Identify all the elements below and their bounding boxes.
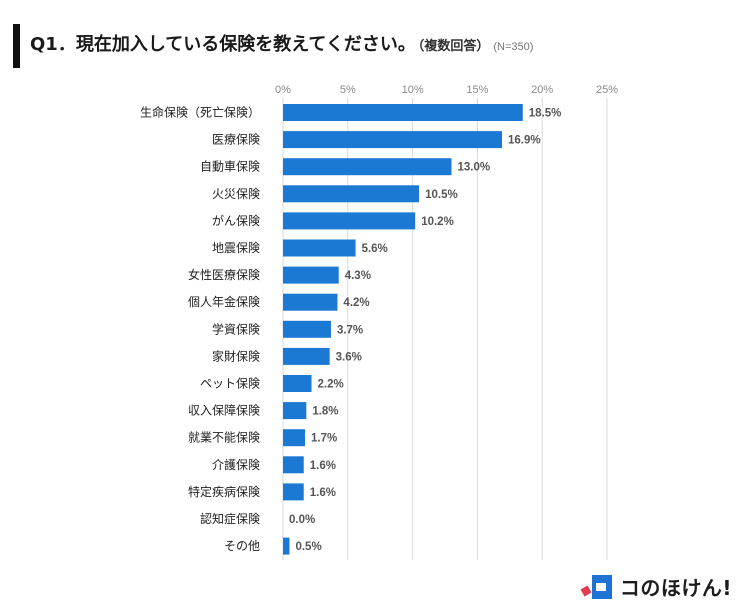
- bar: [283, 266, 339, 284]
- category-label: 家財保険: [212, 348, 260, 363]
- category-label: 個人年金保険: [188, 294, 260, 309]
- category-label: 地震保険: [212, 241, 260, 255]
- category-label: 火災保険: [212, 187, 260, 201]
- chart-title: Q1．現在加入している保険を教えてください。 （複数回答） (N=350): [30, 31, 533, 61]
- data-label: 1.7%: [311, 433, 337, 445]
- data-label: 0.5%: [295, 541, 321, 553]
- x-tick-label: 5%: [340, 84, 356, 96]
- data-label: 1.6%: [310, 460, 336, 472]
- category-label: 認知症保険: [200, 511, 260, 526]
- category-label: 女性医療保険: [188, 267, 260, 282]
- bar: [283, 104, 523, 121]
- data-label: 16.9%: [508, 135, 541, 147]
- category-label: 学資保険: [212, 321, 260, 336]
- bar: [283, 483, 304, 501]
- bar: [283, 537, 290, 555]
- bar: [283, 402, 307, 420]
- brand-name: コのほけん!: [619, 576, 732, 600]
- title-accent-bar: [13, 24, 20, 68]
- bar: [283, 131, 503, 149]
- data-label: 1.6%: [310, 487, 336, 499]
- data-label: 3.6%: [336, 351, 362, 363]
- bar: [283, 239, 356, 257]
- category-label: 収入保障保険: [188, 403, 260, 418]
- data-label: 4.3%: [345, 270, 371, 282]
- data-label: 2.2%: [318, 379, 344, 391]
- category-label: 就業不能保険: [188, 431, 260, 445]
- sample-size: (N=350): [493, 41, 534, 53]
- bar: [283, 456, 304, 474]
- data-label: 5.6%: [362, 243, 388, 255]
- bar: [283, 429, 306, 447]
- category-label: その他: [224, 539, 260, 553]
- x-tick-label: 15%: [466, 84, 488, 96]
- category-label: 特定疾病保険: [188, 484, 260, 499]
- brand-mark-icon: [580, 574, 612, 599]
- bar: [283, 212, 416, 230]
- category-label: 医療保険: [212, 133, 260, 147]
- data-label: 13.0%: [457, 162, 490, 174]
- data-label: 3.7%: [337, 324, 363, 336]
- bar: [283, 185, 420, 203]
- category-label: 介護保険: [212, 457, 260, 472]
- data-label: 0.0%: [289, 514, 315, 526]
- bar: [283, 158, 452, 176]
- x-tick-label: 10%: [402, 84, 424, 96]
- data-label: 10.5%: [425, 189, 458, 201]
- bar: [283, 320, 331, 338]
- bar: [283, 293, 338, 311]
- category-label: 自動車保険: [200, 160, 260, 174]
- category-label: 生命保険（死亡保険）: [140, 105, 260, 120]
- chart-title-main: Q1．現在加入している保険を教えてください。: [30, 34, 416, 55]
- category-label: ペット保険: [200, 377, 260, 391]
- x-tick-label: 20%: [531, 84, 553, 96]
- chart-title-block: Q1．現在加入している保険を教えてください。 （複数回答） (N=350): [13, 24, 713, 68]
- chart-title-note: （複数回答）: [417, 39, 490, 54]
- bar: [283, 347, 330, 365]
- data-label: 18.5%: [529, 108, 562, 120]
- brand-logo: コのほけん!: [580, 572, 732, 601]
- x-tick-label: 25%: [596, 84, 618, 96]
- data-label: 4.2%: [343, 297, 369, 309]
- data-label: 1.8%: [312, 406, 338, 418]
- bar: [283, 375, 312, 392]
- category-label: がん保険: [212, 213, 260, 228]
- data-label: 10.2%: [421, 216, 454, 228]
- x-tick-label: 0%: [275, 84, 291, 96]
